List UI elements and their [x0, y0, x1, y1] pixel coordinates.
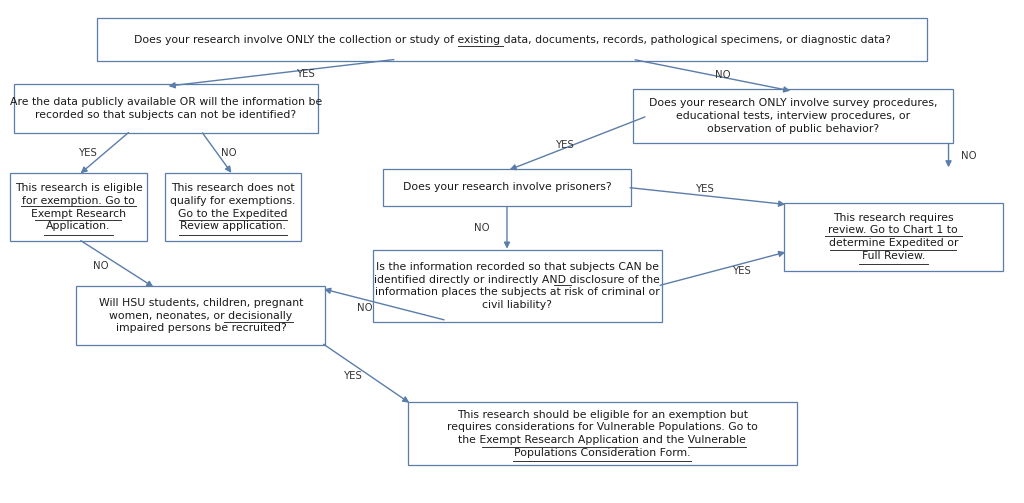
- Text: Will HSU students, children, pregnant
women, neonates, or decisionally
impaired : Will HSU students, children, pregnant wo…: [98, 298, 303, 333]
- Text: NO: NO: [221, 148, 237, 158]
- Text: YES: YES: [344, 371, 362, 381]
- FancyBboxPatch shape: [383, 169, 632, 206]
- FancyBboxPatch shape: [13, 85, 317, 133]
- Text: YES: YES: [79, 148, 98, 158]
- Text: YES: YES: [556, 139, 574, 149]
- FancyBboxPatch shape: [165, 173, 301, 241]
- FancyBboxPatch shape: [96, 18, 928, 61]
- Text: NO: NO: [715, 70, 730, 80]
- Text: Are the data publicly available OR will the information be
recorded so that subj: Are the data publicly available OR will …: [9, 97, 322, 120]
- Text: This research should be eligible for an exemption but
requires considerations fo: This research should be eligible for an …: [446, 409, 758, 458]
- Text: Does your research involve ONLY the collection or study of existing data, docume: Does your research involve ONLY the coll…: [133, 35, 891, 45]
- Text: YES: YES: [733, 266, 753, 276]
- Text: Does your research involve prisoners?: Does your research involve prisoners?: [402, 183, 611, 193]
- FancyBboxPatch shape: [373, 249, 662, 322]
- FancyBboxPatch shape: [77, 287, 326, 345]
- Text: NO: NO: [474, 223, 489, 233]
- Text: NO: NO: [961, 151, 977, 161]
- Text: NO: NO: [93, 261, 109, 271]
- FancyBboxPatch shape: [10, 173, 146, 241]
- Text: This research does not
qualify for exemptions.
Go to the Expedited
Review applic: This research does not qualify for exemp…: [170, 183, 296, 231]
- Text: This research requires
review. Go to Chart 1 to
determine Expedited or
Full Revi: This research requires review. Go to Cha…: [828, 212, 958, 261]
- Text: YES: YES: [297, 69, 315, 79]
- Text: This research is eligible
for exemption. Go to
Exempt Research
Application.: This research is eligible for exemption.…: [14, 183, 142, 231]
- Text: Does your research ONLY involve survey procedures,
educational tests, interview : Does your research ONLY involve survey p…: [649, 98, 937, 134]
- FancyBboxPatch shape: [634, 90, 952, 142]
- FancyBboxPatch shape: [408, 402, 797, 465]
- Text: NO: NO: [356, 303, 373, 313]
- Text: YES: YES: [696, 184, 715, 194]
- FancyBboxPatch shape: [784, 203, 1002, 271]
- Text: Is the information recorded so that subjects CAN be
identified directly or indir: Is the information recorded so that subj…: [374, 262, 659, 310]
